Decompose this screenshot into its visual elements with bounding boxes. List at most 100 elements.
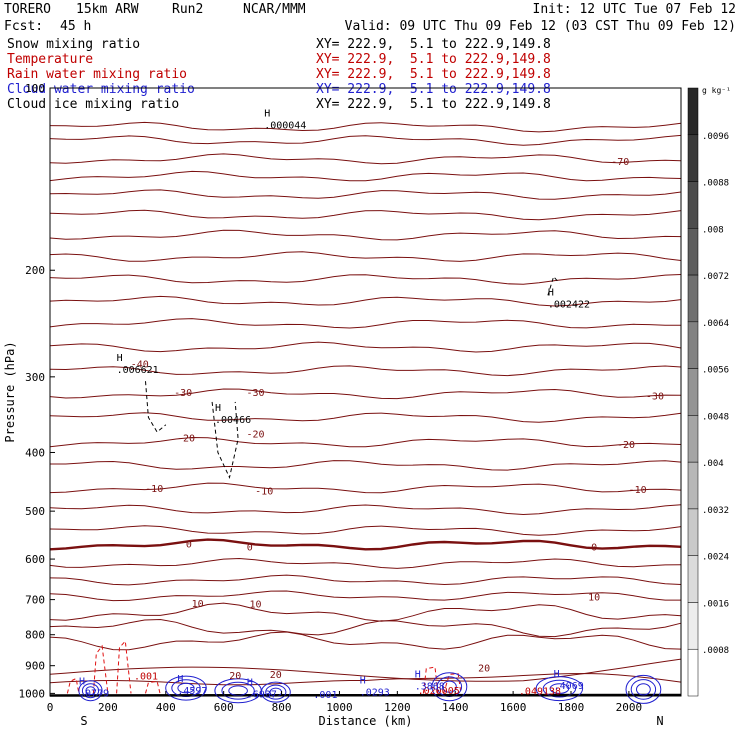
x-tick-label: 200	[98, 701, 118, 714]
x-tick-label: 1600	[500, 701, 527, 714]
extremum-value: .0293	[360, 688, 390, 699]
extremum-value: .002422	[548, 300, 590, 311]
temperature-isotherm	[49, 365, 682, 377]
cloud-water-contour	[549, 683, 570, 694]
run-label: Run2	[172, 2, 204, 17]
y-tick-label: 700	[25, 594, 45, 607]
temperature-isotherm	[49, 274, 682, 285]
extremum-marker: H	[415, 670, 421, 681]
temperature-isotherm	[49, 318, 681, 329]
extremum-value: .4597	[177, 686, 207, 697]
temperature-contour-label: 10	[192, 599, 204, 610]
cloud-ice-contour	[211, 401, 239, 480]
north-label: N	[656, 714, 663, 728]
extremum-marker: H	[117, 353, 123, 364]
colorbar-label: .0072	[702, 272, 729, 282]
y-tick-label: 600	[25, 553, 45, 566]
temperature-isotherm	[49, 412, 682, 423]
temperature-contour-label: -40	[131, 359, 149, 370]
x-tick-label: 2000	[616, 701, 643, 714]
forecast-hour: 45 h	[60, 19, 92, 34]
temperature-isotherm	[49, 631, 682, 651]
cloud-water-contour	[228, 685, 248, 697]
colorbar-label: .0024	[702, 553, 729, 563]
colorbar-swatch	[687, 508, 699, 556]
x-tick-label: 800	[272, 701, 292, 714]
temperature-contour-label: -10	[629, 485, 647, 496]
colorbar-label: .0048	[702, 412, 729, 422]
cloud-water-contour	[625, 674, 662, 704]
temperature-isotherm	[49, 557, 682, 569]
rain-water-contour	[145, 680, 161, 694]
temperature-contour-label: 0	[247, 543, 253, 554]
field-xy-rain: XY= 222.9, 5.1 to 222.9,149.8	[316, 67, 551, 82]
forecast-label: Fcst:	[4, 19, 44, 34]
temperature-isotherm	[49, 170, 682, 182]
cloud-ice-contour	[145, 381, 167, 433]
cloud-water-contour	[221, 681, 255, 700]
colorbar-swatch	[687, 181, 699, 229]
colorbar-swatch	[687, 321, 699, 369]
temperature-isotherm	[49, 525, 682, 536]
temperature-isotherm	[49, 341, 682, 353]
cloud-water-contour	[177, 682, 195, 694]
extremum-marker: H	[554, 669, 560, 680]
cloud-water-contour	[165, 675, 207, 701]
field-name-rain: Rain water mixing ratio	[7, 67, 188, 82]
cloud-water-contour	[78, 680, 103, 702]
cloud-water-contour	[85, 686, 96, 696]
colorbar-swatch	[687, 228, 699, 276]
temperature-isotherm	[49, 229, 682, 241]
temperature-contour-label: -20	[617, 440, 635, 451]
south-label: S	[80, 714, 87, 728]
temperature-contour-label: -30	[246, 388, 264, 399]
y-tick-label: 200	[25, 264, 45, 277]
temperature-isotherm	[49, 121, 682, 133]
colorbar-swatch	[687, 648, 699, 697]
extremum-marker: H	[360, 676, 366, 687]
cloud-water-contour	[431, 672, 468, 702]
y-tick-label: 300	[25, 371, 45, 384]
extremum-marker: H	[548, 288, 554, 299]
temperature-isotherm	[49, 618, 682, 638]
field-name-temperature: Temperature	[7, 52, 94, 67]
resolution-label: 15km ARW	[76, 2, 139, 17]
rain-water-contour	[92, 644, 109, 694]
rain-water-contour	[422, 666, 439, 694]
plot-frame	[49, 87, 682, 697]
cloud-water-contour	[535, 676, 584, 702]
temperature-contour-label: -20	[177, 434, 195, 445]
y-tick-label: 900	[25, 660, 45, 673]
colorbar-swatch	[687, 274, 699, 323]
temperature-isotherm	[49, 590, 681, 602]
org-label: NCAR/MMM	[243, 2, 306, 17]
x-tick-label: 400	[156, 701, 176, 714]
extremum-marker: H	[215, 403, 221, 414]
temperature-contour-label: 20	[478, 664, 490, 675]
extremum-value: .020005	[418, 686, 460, 697]
temperature-isotherm	[49, 436, 682, 448]
colorbar-swatch	[687, 461, 699, 510]
x-tick-label: 600	[214, 701, 234, 714]
cloud-water-contour	[260, 681, 291, 703]
y-tick-label: 1000	[19, 687, 46, 700]
extremum-marker: H	[247, 678, 253, 689]
temperature-isotherm	[50, 460, 682, 471]
temperature-contour-label: 10	[249, 600, 261, 611]
field-xy-cloud-ice: XY= 222.9, 5.1 to 222.9,149.8	[316, 97, 551, 112]
cloud-water-contour	[630, 679, 657, 700]
x-tick-label: 0	[47, 701, 54, 714]
y-tick-label: 500	[25, 505, 45, 518]
extremum-value: .00466	[215, 415, 251, 426]
cloud-water-contour	[636, 683, 651, 696]
temperature-isotherm	[49, 504, 682, 516]
extremum-value: .3868	[415, 682, 445, 693]
temperature-isotherm	[49, 189, 682, 200]
extremum-value: .006621	[117, 365, 159, 376]
colorbar-swatch	[687, 87, 699, 136]
temperature-contour-label: -10	[145, 484, 163, 495]
temperature-contour-label: 10	[588, 593, 600, 604]
init-time: Init: 12 UTC Tue 07 Feb 12	[532, 2, 737, 17]
colorbar-label: .0016	[702, 599, 729, 609]
